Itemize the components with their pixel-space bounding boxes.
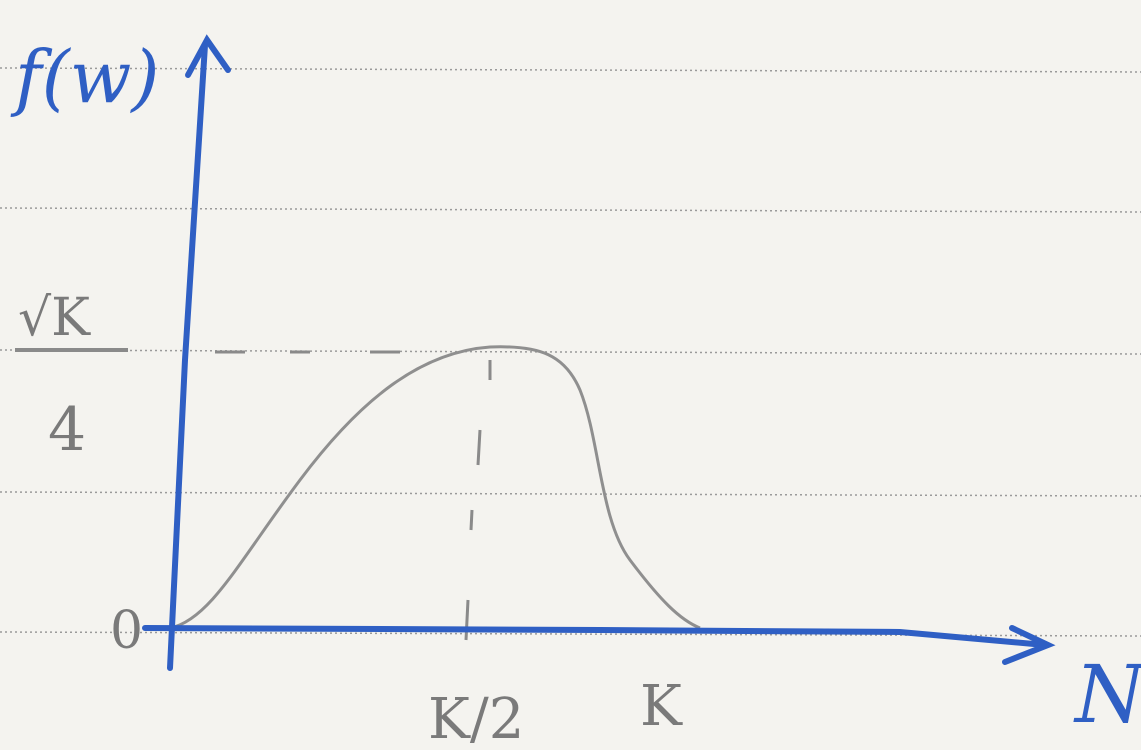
y-label-numerator: √K (18, 288, 91, 348)
y-axis-label: f(w) (10, 35, 159, 119)
x-label-end: K (640, 674, 683, 739)
y-label-origin: 0 (110, 601, 143, 661)
x-label-half: K/2 (428, 687, 524, 750)
sketch: f(w) N √K 4 0 K/2 K (0, 0, 1141, 750)
x-axis-label: N (1073, 648, 1141, 741)
y-label-denominator: 4 (48, 395, 86, 465)
